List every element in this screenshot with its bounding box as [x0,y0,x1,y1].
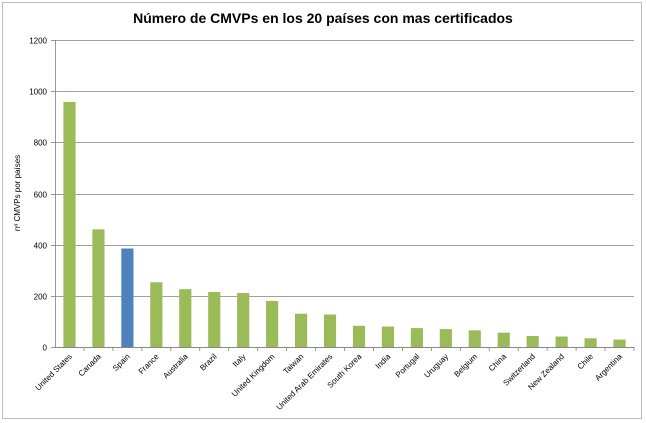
bar-south-korea [352,325,366,347]
bars [63,101,626,347]
x-tick-label: Chile [576,352,596,372]
x-tick-label: Canada [77,352,104,379]
bar-france [150,282,163,347]
x-tick-label: Spain [111,352,132,373]
x-tick-label: France [137,352,161,376]
x-tick-label: Brazil [198,352,219,373]
x-tick-label: Taiwan [282,352,306,376]
bar-portugal [410,328,423,347]
bar-belgium [468,330,481,347]
gridlines [51,40,635,351]
bar-united-states [63,101,76,347]
y-axis-label: nº CMVPs por países [13,155,22,231]
y-tick-label: 1000 [29,88,47,97]
y-tick-label: 600 [34,191,48,200]
bar-united-kingdom [266,300,279,347]
y-tick-label: 200 [34,293,48,302]
bar-india [381,326,395,347]
chart-frame [2,2,642,419]
labels: 0 200 400 600 800 1000 1200 United States Canada… [29,37,624,412]
x-tick-label: Belgium [452,352,479,379]
x-tick-label: Argentina [593,352,624,383]
bar-australia [179,289,192,347]
x-tick-label: Australia [161,352,190,381]
y-tick-label: 400 [34,242,48,251]
x-tick-label: India [374,352,393,371]
y-tick-label: 800 [34,139,48,148]
bar-new-zealand [555,336,568,347]
x-tick-label: China [487,352,509,374]
bar-united-arab-emirates [323,314,337,347]
y-tick-label: 0 [43,344,48,353]
chart-title: Número de CMVPs en los 20 países con mas… [133,10,513,26]
bar-argentina [613,339,626,347]
bar-spain [121,248,134,347]
x-tick-label: United Arab Emirates [275,352,335,412]
x-tick-label: Uruguay [422,352,450,380]
bar-switzerland [526,336,539,347]
bar-taiwan [295,313,308,347]
bar-china [497,332,510,347]
bar-chile [584,338,597,347]
bar-brazil [208,292,221,347]
y-tick-label: 1200 [29,37,47,46]
bar-uruguay [439,329,452,347]
x-tick-label: Portugal [394,352,422,380]
x-tick-label: United States [34,352,74,392]
bar-canada [92,229,105,347]
x-tick-label: Italy [231,352,248,369]
bar-italy [237,293,250,347]
